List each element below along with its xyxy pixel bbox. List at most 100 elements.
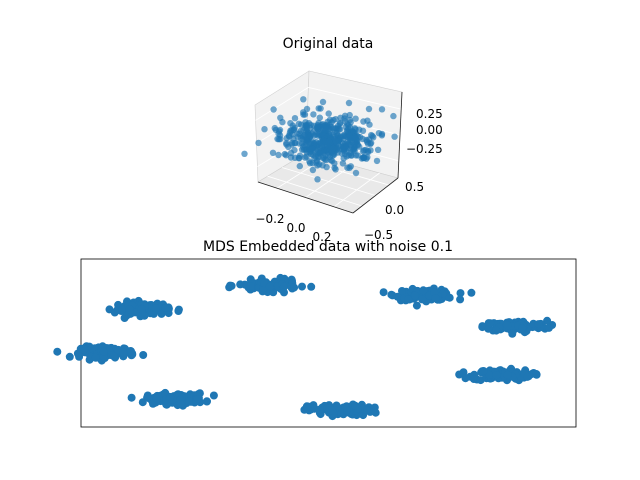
- data-point-mds: [479, 367, 488, 375]
- x-tick-label: 0.2: [312, 230, 331, 244]
- z-tick-label: 0.00: [416, 123, 443, 137]
- data-point-mds: [328, 406, 337, 415]
- data-point-3d: [261, 126, 268, 133]
- data-point-3d: [378, 106, 386, 113]
- data-point-mds: [91, 353, 100, 362]
- data-point-3d: [314, 176, 321, 183]
- data-point-mds: [298, 282, 306, 291]
- data-point-3d: [303, 127, 310, 135]
- data-point-3d: [286, 129, 294, 136]
- data-point-3d: [319, 162, 326, 169]
- data-point-3d: [360, 118, 367, 125]
- data-point-mds: [143, 393, 152, 402]
- data-point-mds: [80, 345, 89, 354]
- data-point-3d: [269, 149, 277, 156]
- data-point-3d: [378, 130, 386, 138]
- data-point-mds: [290, 283, 299, 292]
- y-axis-line: [352, 177, 399, 214]
- chart-title-mds: MDS Embedded data with noise 0.1: [203, 239, 453, 255]
- z-tick-label: −0.25: [406, 142, 443, 156]
- data-point-mds: [202, 397, 211, 406]
- data-point-3d: [271, 124, 278, 132]
- data-point-mds: [478, 323, 487, 332]
- y-tick-label: 0.5: [405, 180, 424, 194]
- data-point-3d: [337, 114, 344, 122]
- z-axis-line: [397, 91, 403, 179]
- data-point-3d: [336, 120, 344, 128]
- data-point-3d: [296, 162, 303, 170]
- data-point-3d: [314, 162, 321, 169]
- data-point-3d: [330, 144, 337, 152]
- data-point-3d: [274, 135, 281, 143]
- data-point-3d: [369, 132, 376, 140]
- data-point-3d: [330, 116, 337, 124]
- data-point-3d: [346, 111, 353, 119]
- data-point-mds: [157, 309, 166, 318]
- data-point-3d: [343, 153, 350, 160]
- data-point-3d: [255, 139, 262, 147]
- data-point-mds: [398, 287, 406, 295]
- data-point-3d: [364, 147, 372, 155]
- data-point-mds: [279, 282, 288, 291]
- data-point-mds: [532, 370, 541, 378]
- data-point-mds: [246, 282, 255, 290]
- data-point-3d: [321, 156, 329, 163]
- data-point-mds: [137, 305, 146, 314]
- data-point-3d: [391, 133, 398, 140]
- data-point-mds: [125, 305, 134, 314]
- grid-line: [333, 172, 380, 208]
- data-point-mds: [404, 295, 413, 304]
- data-point-mds: [508, 329, 517, 338]
- data-point-3d: [339, 160, 347, 167]
- y-tick-label: −0.5: [364, 228, 393, 242]
- data-point-mds: [75, 352, 84, 361]
- x-tick-label: −0.2: [255, 212, 284, 226]
- data-point-3d: [301, 154, 309, 161]
- data-point-mds: [503, 370, 512, 379]
- data-point-mds: [209, 391, 218, 400]
- data-point-3d: [317, 150, 324, 157]
- data-point-mds: [371, 408, 380, 417]
- data-point-3d: [354, 142, 361, 149]
- data-point-3d: [289, 122, 296, 129]
- data-point-3d: [360, 153, 368, 161]
- data-point-mds: [118, 305, 126, 314]
- data-point-mds: [486, 319, 495, 328]
- data-point-3d: [319, 98, 327, 106]
- data-point-3d: [316, 114, 323, 121]
- data-point-3d: [301, 111, 309, 118]
- data-point-3d: [352, 133, 359, 140]
- data-point-mds: [126, 347, 135, 355]
- data-point-3d: [346, 124, 354, 131]
- data-point-mds: [161, 304, 170, 313]
- data-point-mds: [127, 393, 136, 402]
- chart-title-3d: Original data: [283, 36, 374, 52]
- data-point-3d: [326, 127, 333, 134]
- data-point-3d: [276, 126, 284, 134]
- data-point-mds: [193, 395, 202, 403]
- data-point-mds: [109, 352, 118, 361]
- data-point-mds: [507, 364, 516, 373]
- data-point-3d: [320, 137, 327, 144]
- data-point-3d: [331, 160, 338, 167]
- data-point-3d: [300, 143, 307, 151]
- data-point-mds: [152, 394, 161, 403]
- data-point-mds: [363, 406, 371, 415]
- data-point-mds: [315, 405, 324, 414]
- data-point-mds: [411, 291, 419, 300]
- data-point-3d: [315, 105, 322, 112]
- data-point-3d: [303, 105, 311, 113]
- data-point-3d: [365, 105, 373, 113]
- data-point-3d: [390, 112, 397, 120]
- data-point-3d: [309, 151, 316, 158]
- data-point-3d: [325, 151, 332, 158]
- data-point-mds: [351, 401, 360, 410]
- data-point-3d: [332, 125, 339, 132]
- data-point-mds: [343, 406, 351, 415]
- data-point-3d: [325, 110, 332, 117]
- z-tick-label: 0.25: [416, 107, 443, 121]
- data-point-mds: [503, 321, 512, 330]
- data-point-3d: [347, 163, 354, 170]
- data-point-3d: [346, 116, 354, 124]
